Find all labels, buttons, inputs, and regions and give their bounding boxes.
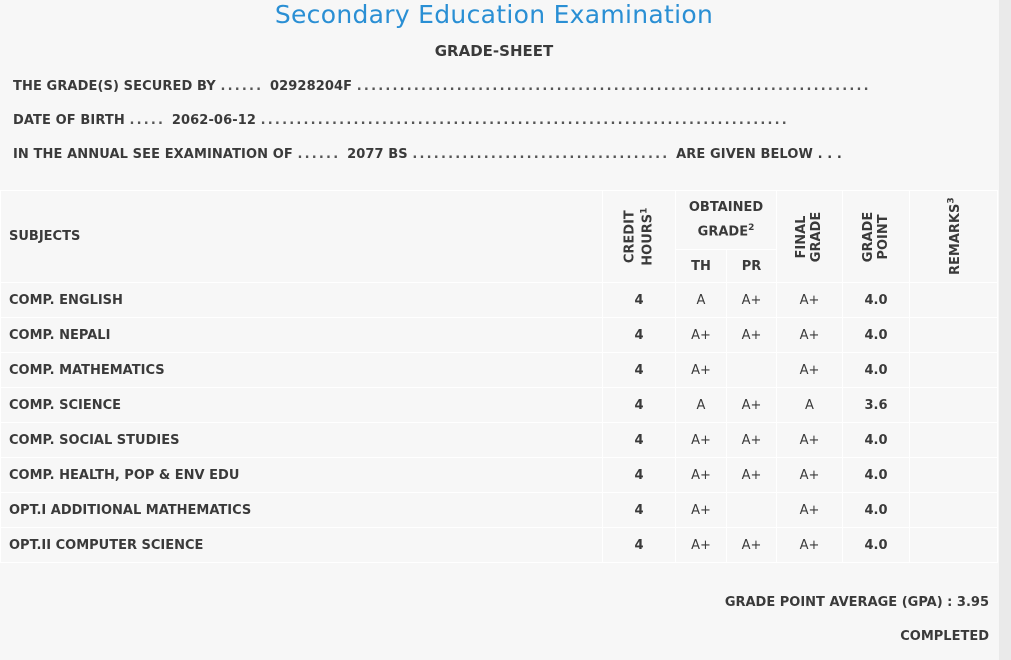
subject-cell: COMP. HEALTH, POP & ENV EDU xyxy=(0,457,603,493)
grade-point-cell: 4.0 xyxy=(842,282,910,318)
gpa-label: GRADE POINT AVERAGE (GPA) : xyxy=(724,595,953,610)
theory-grade-cell: A xyxy=(675,387,727,423)
secured-by-line: THE GRADE(S) SECURED BY ...... 02928204F… xyxy=(13,79,871,94)
credit-hours-cell: 4 xyxy=(602,387,676,423)
theory-grade-cell: A+ xyxy=(675,317,727,353)
gpa-value: 3.95 xyxy=(956,595,989,610)
practical-grade-cell: A+ xyxy=(726,387,777,423)
theory-header: TH xyxy=(675,249,727,283)
theory-grade-cell: A+ xyxy=(675,352,727,388)
subject-cell: COMP. SCIENCE xyxy=(0,387,603,423)
credit-hours-cell: 4 xyxy=(602,317,676,353)
practical-grade-cell: A+ xyxy=(726,457,777,493)
final-grade-cell: A+ xyxy=(776,352,843,388)
credit-hours-cell: 4 xyxy=(602,527,676,563)
table-row: COMP. HEALTH, POP & ENV EDU 4 A+ A+ A+ 4.0 xyxy=(0,457,998,493)
subject-cell: COMP. MATHEMATICS xyxy=(0,352,603,388)
practical-grade-cell xyxy=(726,352,777,388)
table-row: COMP. ENGLISH 4 A A+ A+ 4.0 xyxy=(0,282,998,318)
grade-point-cell: 4.0 xyxy=(842,492,910,528)
theory-grade-cell: A+ xyxy=(675,527,727,563)
remarks-cell xyxy=(909,527,998,563)
exam-label: IN THE ANNUAL SEE EXAMINATION OF xyxy=(13,147,293,162)
table-row: COMP. SCIENCE 4 A A+ A 3.6 xyxy=(0,387,998,423)
grades-table: SUBJECTS CREDIT HOURS1 OBTAINED GRADE2 FIN… xyxy=(0,190,998,563)
subject-cell: OPT.I ADDITIONAL MATHEMATICS xyxy=(0,492,603,528)
obtained-grade-header: OBTAINED GRADE2 xyxy=(675,190,777,250)
theory-grade-cell: A+ xyxy=(675,457,727,493)
theory-grade-cell: A+ xyxy=(675,492,727,528)
dob-line: DATE OF BIRTH ..... 2062-06-12 .........… xyxy=(13,113,789,128)
remarks-header: REMARKS3 xyxy=(909,190,998,283)
final-grade-header: FINAL GRADE xyxy=(776,190,843,283)
remarks-cell xyxy=(909,282,998,318)
gpa-line: GRADE POINT AVERAGE (GPA) : 3.95 xyxy=(725,595,989,610)
grade-point-cell: 4.0 xyxy=(842,317,910,353)
theory-grade-cell: A xyxy=(675,282,727,318)
theory-grade-cell: A+ xyxy=(675,422,727,458)
practical-grade-cell: A+ xyxy=(726,422,777,458)
final-grade-cell: A xyxy=(776,387,843,423)
credit-hours-cell: 4 xyxy=(602,492,676,528)
table-row: COMP. NEPALI 4 A+ A+ A+ 4.0 xyxy=(0,317,998,353)
page-right-edge xyxy=(999,0,1011,660)
subject-cell: COMP. SOCIAL STUDIES xyxy=(0,422,603,458)
credit-hours-header: CREDIT HOURS1 xyxy=(602,190,676,283)
credit-hours-cell: 4 xyxy=(602,282,676,318)
practical-grade-cell: A+ xyxy=(726,282,777,318)
remarks-cell xyxy=(909,457,998,493)
subject-cell: COMP. ENGLISH xyxy=(0,282,603,318)
exam-title: Secondary Education Examination xyxy=(274,0,714,29)
dob-label: DATE OF BIRTH xyxy=(13,113,125,128)
subject-cell: COMP. NEPALI xyxy=(0,317,603,353)
subjects-header: SUBJECTS xyxy=(0,190,603,283)
subject-cell: OPT.II COMPUTER SCIENCE xyxy=(0,527,603,563)
grade-point-header: GRADE POINT xyxy=(842,190,910,283)
remarks-cell xyxy=(909,422,998,458)
table-row: COMP. SOCIAL STUDIES 4 A+ A+ A+ 4.0 xyxy=(0,422,998,458)
table-row: OPT.II COMPUTER SCIENCE 4 A+ A+ A+ 4.0 xyxy=(0,527,998,563)
grade-point-cell: 4.0 xyxy=(842,422,910,458)
remarks-cell xyxy=(909,317,998,353)
table-row: COMP. MATHEMATICS 4 A+ A+ 4.0 xyxy=(0,352,998,388)
exam-suffix: ARE GIVEN BELOW . . . xyxy=(676,147,842,162)
practical-grade-cell: A+ xyxy=(726,317,777,353)
final-grade-cell: A+ xyxy=(776,317,843,353)
final-grade-cell: A+ xyxy=(776,282,843,318)
grade-point-cell: 4.0 xyxy=(842,352,910,388)
exam-line: IN THE ANNUAL SEE EXAMINATION OF ...... … xyxy=(13,147,842,162)
practical-header: PR xyxy=(726,249,777,283)
practical-grade-cell: A+ xyxy=(726,527,777,563)
dob-value: 2062-06-12 xyxy=(171,113,257,128)
remarks-cell xyxy=(909,387,998,423)
table-row: OPT.I ADDITIONAL MATHEMATICS 4 A+ A+ 4.0 xyxy=(0,492,998,528)
exam-year: 2077 BS xyxy=(347,147,408,162)
credit-hours-cell: 4 xyxy=(602,422,676,458)
credit-hours-cell: 4 xyxy=(602,457,676,493)
grade-point-cell: 3.6 xyxy=(842,387,910,423)
practical-grade-cell xyxy=(726,492,777,528)
final-grade-cell: A+ xyxy=(776,422,843,458)
secured-by-label: THE GRADE(S) SECURED BY xyxy=(13,79,216,94)
final-grade-cell: A+ xyxy=(776,457,843,493)
grade-point-cell: 4.0 xyxy=(842,457,910,493)
final-grade-cell: A+ xyxy=(776,527,843,563)
grade-sheet-heading: GRADE-SHEET xyxy=(434,42,554,60)
symbol-number: 02928204F xyxy=(270,79,353,94)
grade-point-cell: 4.0 xyxy=(842,527,910,563)
remarks-cell xyxy=(909,352,998,388)
remarks-cell xyxy=(909,492,998,528)
final-grade-cell: A+ xyxy=(776,492,843,528)
credit-hours-cell: 4 xyxy=(602,352,676,388)
result-status: COMPLETED xyxy=(900,629,989,644)
